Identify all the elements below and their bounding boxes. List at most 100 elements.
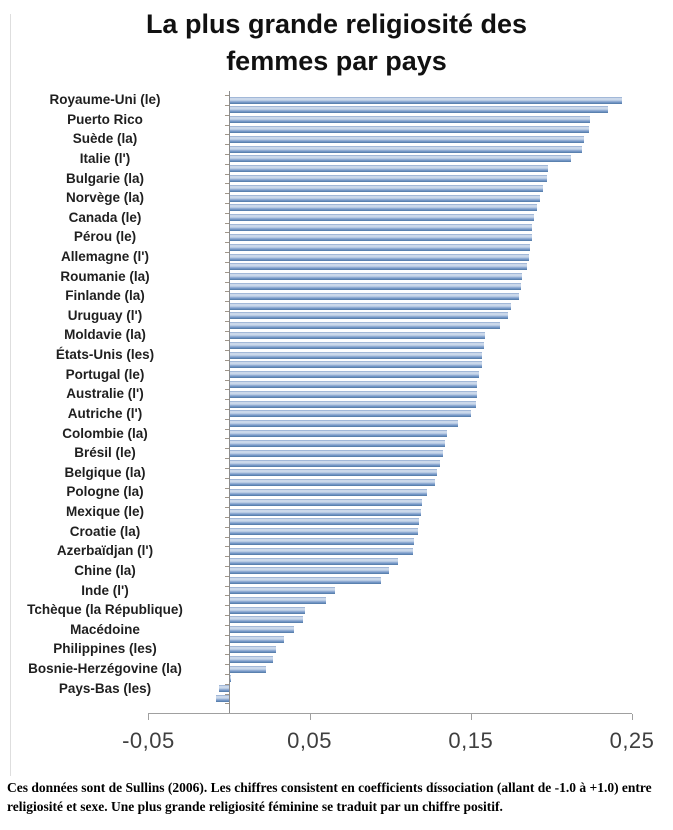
- category-label: Brésil (le): [74, 445, 136, 461]
- category-label: Belgique (la): [64, 464, 146, 480]
- bar: [229, 400, 476, 408]
- y-axis-tick: [225, 615, 229, 616]
- y-axis-tick: [225, 683, 229, 685]
- y-axis-tick: [225, 418, 229, 420]
- bar: [229, 616, 304, 624]
- bar: [229, 430, 447, 437]
- y-axis-tick: [225, 556, 229, 558]
- category-label: Azerbaïdjan (l'): [56, 543, 154, 559]
- bar: [229, 488, 428, 496]
- x-axis-tick: [148, 714, 150, 720]
- y-axis-tick: [225, 222, 229, 224]
- bar: [229, 381, 478, 388]
- category-label: Uruguay (l'): [67, 307, 143, 323]
- bar: [229, 587, 336, 594]
- y-axis-tick: [225, 212, 229, 214]
- bar: [229, 214, 534, 222]
- category-label: Moldavie (la): [64, 327, 146, 343]
- y-axis-tick: [225, 497, 229, 499]
- y-axis-tick: [225, 664, 229, 666]
- category-label: États-Unis (les): [55, 347, 155, 363]
- y-axis-tick: [225, 516, 229, 518]
- chart-title-line2: femmes par pays: [226, 46, 447, 76]
- bar: [229, 636, 284, 644]
- bar: [229, 331, 486, 339]
- y-axis-tick: [225, 409, 229, 410]
- y-axis-tick: [225, 340, 229, 342]
- bar: [229, 165, 549, 173]
- bar: [229, 390, 478, 398]
- bar: [229, 459, 441, 467]
- bar: [229, 302, 512, 310]
- bar: [229, 312, 508, 320]
- bar: [229, 626, 294, 634]
- bar: [229, 145, 582, 153]
- category-label: Royaume-Uni (le): [49, 92, 161, 107]
- y-axis-tick: [225, 546, 229, 548]
- y-axis-tick: [225, 291, 229, 293]
- bar: [229, 273, 523, 281]
- bar: [229, 106, 608, 114]
- category-label: Chine (la): [74, 562, 136, 578]
- y-axis-tick: [225, 526, 229, 528]
- category-label: Finlande (la): [65, 288, 145, 304]
- bar: [219, 685, 229, 693]
- category-label: Philippines (les): [53, 641, 157, 657]
- category-label: Bulgarie (la): [65, 170, 144, 186]
- bar: [229, 175, 547, 182]
- y-axis-tick: [225, 389, 229, 391]
- bar: [229, 204, 537, 212]
- y-axis-tick: [225, 428, 229, 430]
- x-axis-tick: [309, 714, 311, 720]
- bar: [229, 479, 436, 487]
- bar: [229, 645, 276, 653]
- y-axis-tick: [225, 369, 229, 371]
- y-axis-tick: [225, 281, 229, 283]
- bar: [229, 116, 591, 124]
- bar: [229, 233, 533, 241]
- y-axis-tick: [225, 487, 229, 489]
- y-axis-tick: [225, 624, 229, 626]
- bar: [229, 596, 326, 604]
- x-axis-tick-label: -0,05: [122, 728, 175, 753]
- bar: [229, 508, 421, 516]
- bar: [229, 184, 544, 192]
- bar: [229, 665, 267, 673]
- bar: [229, 263, 528, 271]
- y-axis-tick: [225, 124, 229, 126]
- x-axis-tick-label: 0,05: [287, 728, 332, 753]
- y-axis-tick: [225, 566, 229, 567]
- bar: [229, 361, 483, 369]
- y-axis-tick: [225, 536, 229, 538]
- y-axis-tick: [225, 261, 229, 263]
- x-axis-tick-label: 0,25: [609, 728, 655, 753]
- bar: [229, 606, 305, 614]
- y-axis-tick: [225, 95, 229, 97]
- y-axis-tick: [225, 144, 229, 146]
- category-label: Inde (l'): [81, 582, 129, 598]
- y-axis-tick: [225, 634, 229, 636]
- y-axis-tick: [225, 448, 229, 450]
- y-axis-tick: [225, 134, 229, 136]
- y-axis-tick: [225, 242, 229, 244]
- bar: [229, 655, 273, 663]
- y-axis-tick: [225, 644, 229, 646]
- y-axis-tick: [225, 605, 229, 607]
- category-label: Bosnie-Herzégovine (la): [28, 661, 182, 676]
- x-axis-tick: [470, 714, 472, 720]
- y-axis-tick: [225, 252, 229, 254]
- y-axis-tick: [225, 654, 229, 656]
- bar: [229, 96, 623, 104]
- bar: [229, 557, 399, 565]
- category-label: Norvège (la): [65, 190, 145, 206]
- y-axis-tick: [225, 399, 229, 401]
- y-axis-tick: [225, 271, 229, 273]
- figure-left-border: [10, 14, 11, 776]
- x-axis-tick-label: 0,15: [448, 728, 494, 753]
- y-axis-tick: [225, 114, 229, 116]
- category-label: Macédoine: [70, 621, 140, 637]
- category-label: Croatie (la): [69, 523, 141, 539]
- y-axis-tick: [225, 301, 229, 303]
- category-label: Pays-Bas (les): [58, 680, 152, 696]
- category-label: Tchèque (la République): [27, 602, 183, 618]
